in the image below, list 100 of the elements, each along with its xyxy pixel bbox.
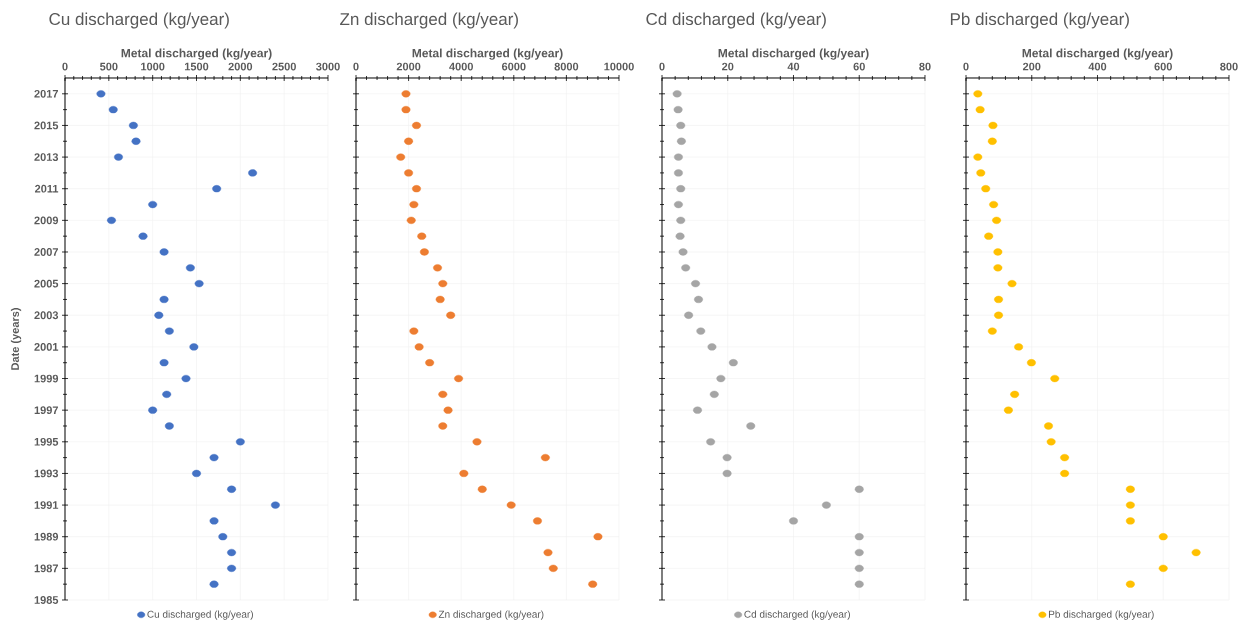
- point: [227, 564, 237, 572]
- point: [108, 106, 118, 114]
- point: [194, 280, 204, 288]
- chart-title: Pb discharged (kg/year): [950, 12, 1129, 29]
- y-tick-label: 2011: [34, 184, 59, 193]
- x-tick-label: 4000: [449, 62, 473, 71]
- legend-label: Cu discharged (kg/year): [147, 610, 253, 620]
- point: [472, 438, 482, 446]
- chart-title: Cu discharged (kg/year): [49, 12, 229, 29]
- point: [1191, 548, 1201, 557]
- point: [185, 264, 195, 272]
- x-tick-label: 60: [853, 62, 865, 71]
- point: [1060, 469, 1070, 478]
- point: [227, 548, 237, 557]
- point: [1125, 517, 1135, 525]
- point: [987, 137, 997, 145]
- point: [209, 580, 219, 588]
- point: [412, 121, 421, 130]
- chart-title: Cd discharged (kg/year): [646, 12, 826, 29]
- point: [681, 264, 691, 272]
- point: [992, 216, 1002, 224]
- point: [433, 264, 442, 272]
- point: [1125, 485, 1135, 493]
- point: [477, 485, 487, 493]
- y-tick-label: 2001: [34, 343, 59, 351]
- point: [588, 580, 598, 588]
- x-axis-title: Metal discharged (kg/year): [121, 48, 272, 60]
- y-tick-label: 1989: [34, 532, 59, 541]
- point: [114, 153, 123, 161]
- point: [404, 137, 414, 145]
- y-tick-label: 2013: [34, 153, 59, 161]
- y-tick-label: 2017: [34, 89, 58, 98]
- y-tick-label: 1993: [34, 469, 59, 478]
- point: [227, 485, 237, 493]
- y-tick-label: 1991: [34, 501, 59, 509]
- point: [854, 548, 864, 557]
- point: [212, 185, 222, 193]
- point: [406, 216, 416, 224]
- x-tick-label: 3000: [316, 62, 340, 71]
- point: [1044, 422, 1053, 430]
- point: [722, 454, 732, 462]
- point: [1010, 390, 1020, 398]
- point: [164, 422, 174, 430]
- point: [973, 90, 983, 98]
- legend-label: Pb discharged (kg/year): [1048, 610, 1154, 620]
- point: [409, 327, 419, 335]
- point: [981, 185, 991, 193]
- point: [691, 280, 700, 288]
- point: [435, 295, 445, 304]
- point: [716, 374, 726, 383]
- point: [412, 185, 421, 193]
- x-tick-label: 20: [722, 62, 734, 71]
- point: [988, 121, 998, 130]
- point: [676, 185, 686, 193]
- point: [975, 106, 985, 114]
- point: [976, 169, 986, 177]
- point: [401, 106, 411, 114]
- point: [1007, 280, 1017, 288]
- point: [540, 454, 550, 462]
- point: [789, 517, 798, 525]
- point: [159, 248, 169, 256]
- point: [1026, 359, 1036, 367]
- x-axis-title: Metal discharged (kg/year): [412, 48, 563, 60]
- point: [417, 232, 427, 240]
- point: [506, 501, 516, 509]
- point: [854, 485, 864, 493]
- y-tick-label: 1999: [34, 374, 59, 383]
- chart-title: Zn discharged (kg/year): [340, 12, 518, 29]
- point: [593, 533, 603, 541]
- x-tick-label: 2500: [272, 62, 296, 71]
- x-tick-label: 40: [787, 62, 800, 71]
- point: [973, 153, 983, 161]
- y-tick-label: 1997: [34, 406, 58, 415]
- point: [1158, 533, 1168, 541]
- point: [993, 264, 1003, 272]
- point: [107, 216, 116, 224]
- point: [1125, 580, 1135, 588]
- point: [676, 216, 686, 224]
- x-tick-label: 2000: [396, 62, 421, 71]
- point: [154, 311, 164, 319]
- point: [1014, 343, 1024, 351]
- point: [401, 90, 411, 98]
- point: [1125, 501, 1135, 509]
- point: [218, 533, 228, 541]
- point: [993, 248, 1003, 256]
- point: [138, 232, 148, 240]
- point: [414, 343, 424, 351]
- y-axis-title: Date (years): [10, 308, 22, 370]
- point: [722, 469, 732, 478]
- point: [1003, 406, 1013, 414]
- point: [148, 406, 158, 414]
- x-axis-title: Metal discharged (kg/year): [718, 48, 869, 60]
- x-tick-label: 0: [62, 62, 68, 71]
- x-tick-label: 0: [659, 62, 665, 71]
- point: [209, 517, 219, 525]
- x-tick-label: 800: [1220, 62, 1238, 71]
- point: [419, 248, 429, 256]
- y-tick-label: 2005: [34, 279, 59, 288]
- x-axis-title: Metal discharged (kg/year): [1022, 48, 1173, 60]
- point: [189, 343, 199, 351]
